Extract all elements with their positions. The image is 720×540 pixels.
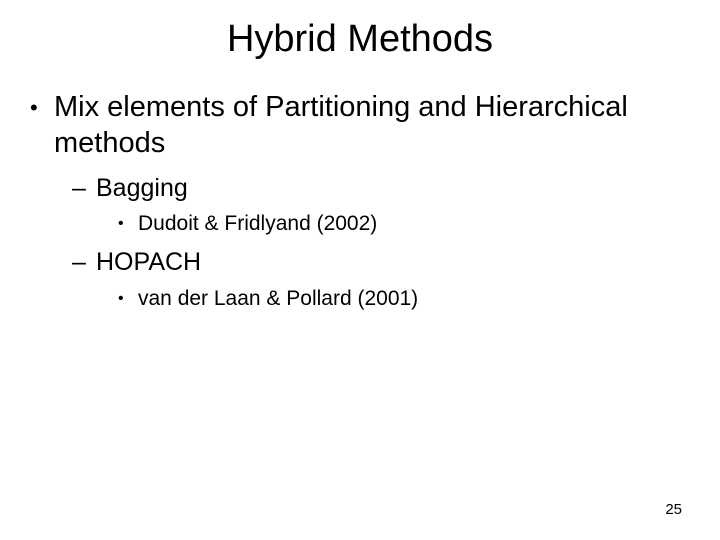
disc-bullet-icon: • [118,288,128,310]
bullet-main: • Mix elements of Partitioning and Hiera… [30,89,690,162]
bullet-sub-hopach-text: HOPACH [96,246,201,279]
bullet-ref-bagging: • Dudoit & Fridlyand (2002) [118,210,690,238]
bullet-main-text: Mix elements of Partitioning and Hierarc… [54,89,690,162]
dash-bullet-icon: – [72,246,86,279]
bullet-ref-hopach: • van der Laan & Pollard (2001) [118,285,690,313]
disc-bullet-icon: • [30,94,42,122]
bullet-sub-hopach: – HOPACH [72,246,690,279]
bullet-ref-bagging-text: Dudoit & Fridlyand (2002) [138,210,377,238]
page-number: 25 [665,501,682,518]
bullet-sub-bagging: – Bagging [72,172,690,205]
dash-bullet-icon: – [72,172,86,205]
bullet-ref-hopach-text: van der Laan & Pollard (2001) [138,285,418,313]
slide-title: Hybrid Methods [0,0,720,89]
bullet-sub-bagging-text: Bagging [96,172,188,205]
disc-bullet-icon: • [118,213,128,235]
